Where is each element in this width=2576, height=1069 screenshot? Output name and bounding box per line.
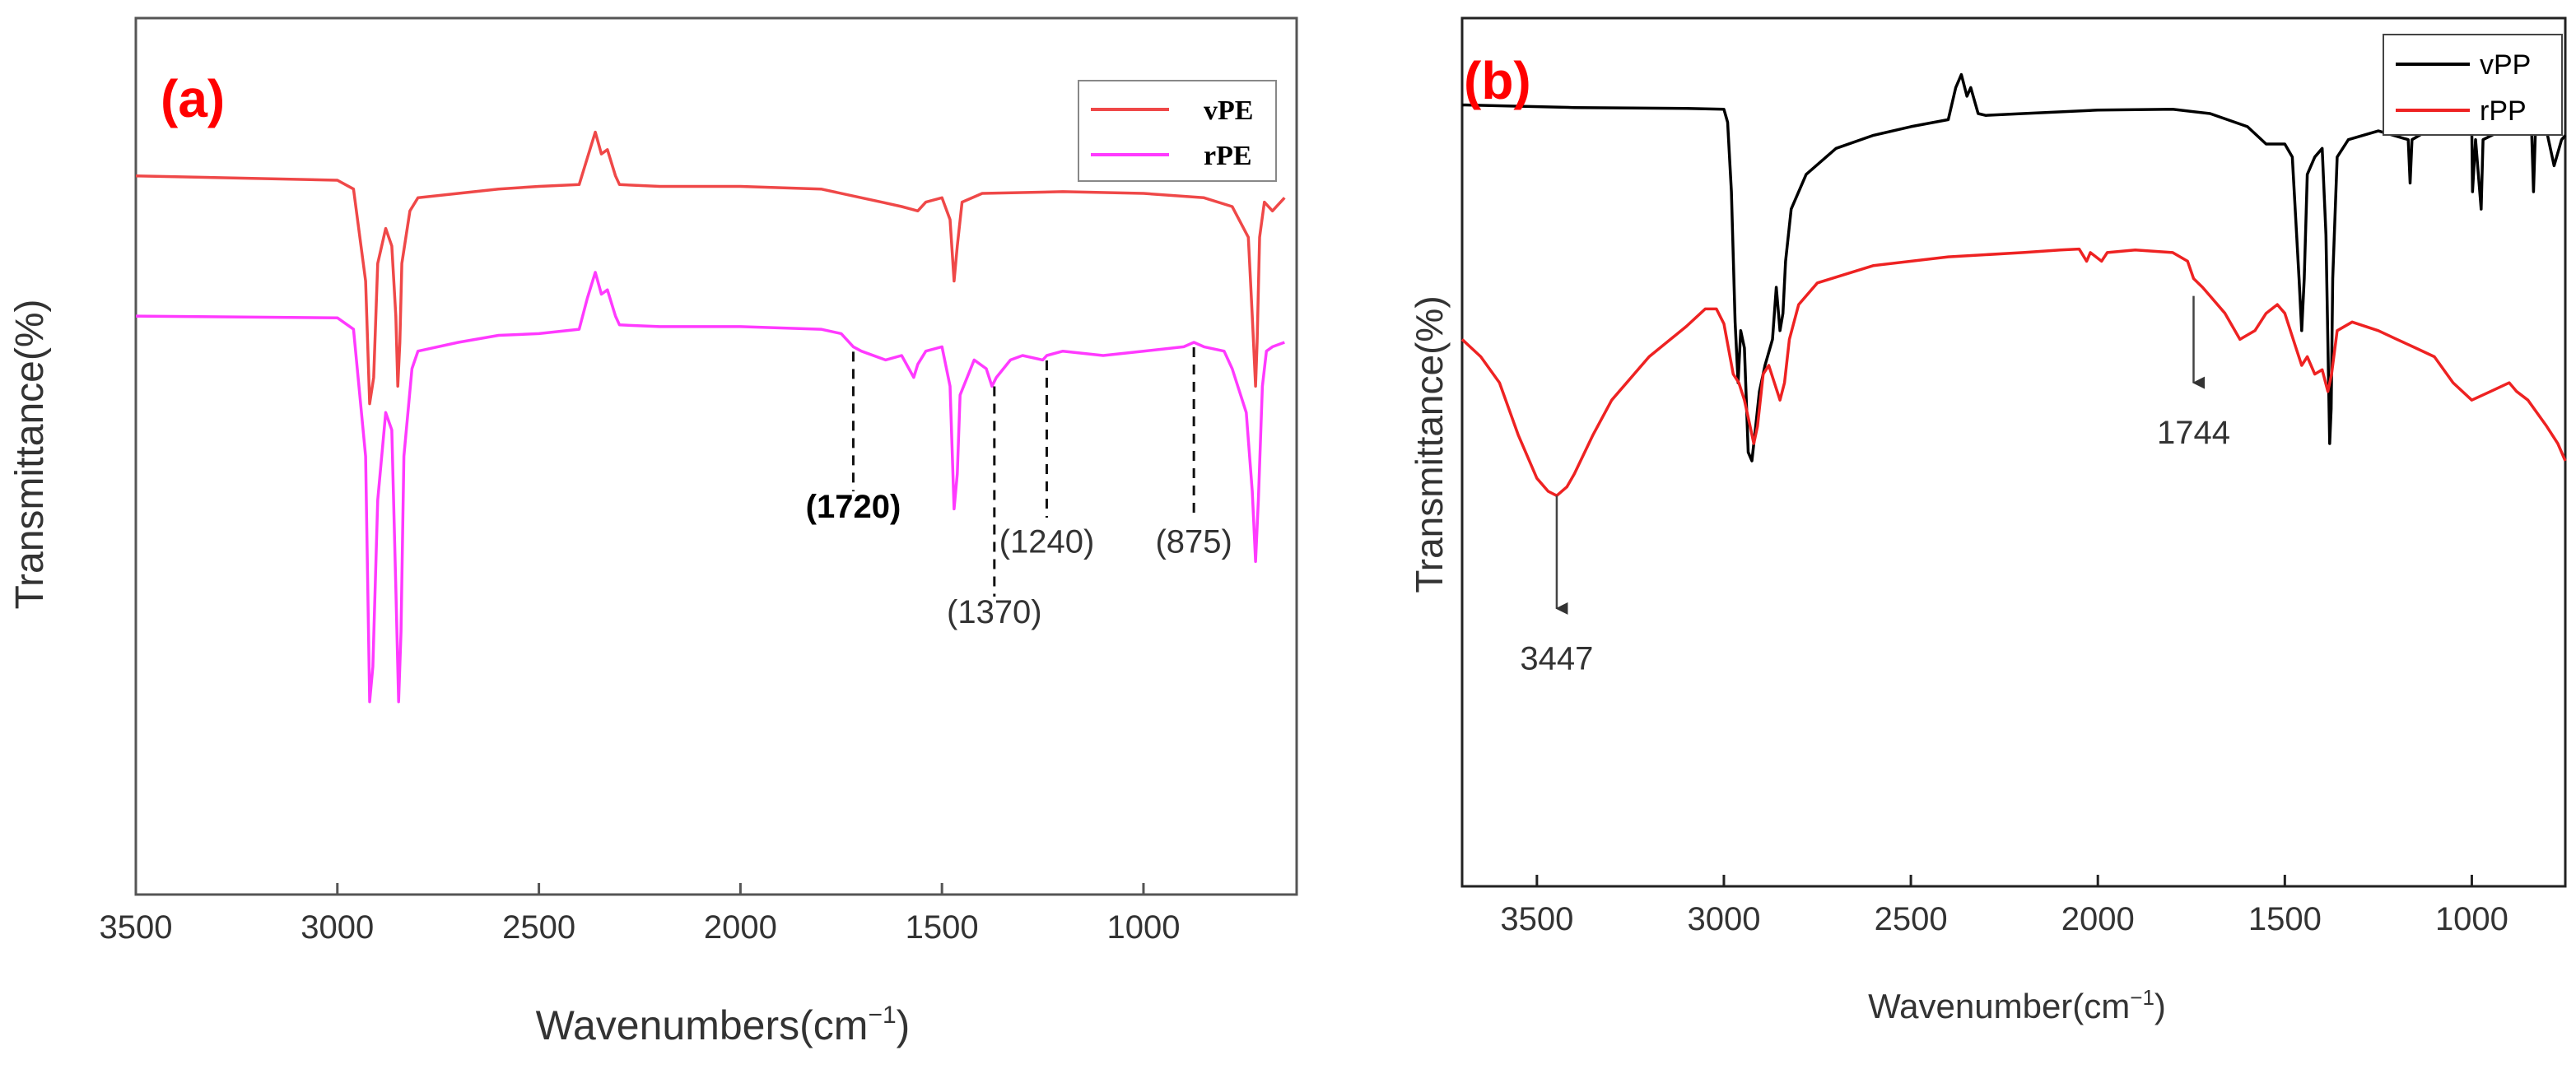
chart-b-x-tick-label: 2500 xyxy=(1875,901,1948,937)
chart-a-plot: 3500 3000 2500 2000 1500 1000 (1720) (1370) (124… xyxy=(100,16,1298,946)
chart-a-legend-label-rpe: rPE xyxy=(1204,141,1252,171)
chart-a-x-tick-label: 1500 xyxy=(906,909,979,946)
chart-b-legend-label-vpp: vPP xyxy=(2480,49,2531,81)
chart-a-xlabel-main: Wavenumbers(cm xyxy=(536,1002,869,1048)
chart-a-x-tick-label: 3500 xyxy=(100,909,173,946)
chart-a-ylabel: Transmittance(%) xyxy=(8,300,52,610)
chart-a-annotation-label: (1370) xyxy=(947,594,1042,630)
chart-b-xlabel: Wavenumber(cm−1) xyxy=(1868,985,2166,1025)
chart-a-annotation-label: (1240) xyxy=(999,524,1095,560)
chart-a-annotation-label: (1720) xyxy=(806,489,901,525)
chart-a-legend-box xyxy=(1078,80,1277,182)
chart-b-xlabel-sup: −1 xyxy=(2130,985,2154,1010)
chart-a-x-tick-label: 1000 xyxy=(1106,909,1180,946)
chart-a-x-tick-label: 2000 xyxy=(704,909,777,946)
chart-b-x-tick-label: 2000 xyxy=(2061,901,2135,937)
chart-b-x-tick-label: 3500 xyxy=(1500,901,1573,937)
panel-b: 3500 3000 2500 2000 1500 1000 3447 1744 (b) Tra… xyxy=(1391,0,2576,1065)
chart-a-series-vPE xyxy=(135,130,1286,406)
chart-b-annotation-label: 3447 xyxy=(1520,640,1593,676)
chart-b-xlabel-main: Wavenumber(cm xyxy=(1868,987,2130,1025)
chart-b-annotation-label: 1744 xyxy=(2157,415,2230,451)
chart-b-xlabel-end: ) xyxy=(2154,987,2166,1025)
chart-a-series-rPE xyxy=(135,271,1285,704)
chart-b-legend: vPP rPP xyxy=(2383,34,2563,136)
chart-a-legend: vPE rPE xyxy=(1078,80,1277,182)
chart-a-xlabel: Wavenumbers(cm−1) xyxy=(536,1002,911,1048)
chart-a-x-tick-label: 3000 xyxy=(300,909,374,946)
chart-a-legend-label-vpe: vPE xyxy=(1204,95,1253,126)
chart-b-ylabel: Transmittance(%) xyxy=(1408,295,1451,593)
chart-a-x-tick-label: 2500 xyxy=(502,909,575,946)
chart-a-svg: 3500 3000 2500 2000 1500 1000 (1720) (1370) (124… xyxy=(8,16,1298,1048)
chart-b-x-tick-label: 1500 xyxy=(2248,901,2322,937)
chart-b-legend-label-rpp: rPP xyxy=(2480,95,2527,127)
chart-a-panel-label: (a) xyxy=(161,69,225,128)
chart-b-plot: 3500 3000 2500 2000 1500 1000 3447 1744 xyxy=(1460,16,2567,937)
chart-b-svg: 3500 3000 2500 2000 1500 1000 3447 1744 (b) Tra… xyxy=(1408,16,2567,1025)
chart-b-series-rPP xyxy=(1460,247,2567,498)
chart-b-x-tick-label: 3000 xyxy=(1687,901,1760,937)
chart-b-legend-box xyxy=(2383,34,2563,136)
chart-a-plot-frame xyxy=(134,16,1298,896)
chart-b-plot-frame xyxy=(1460,16,2567,888)
panel-a: 3500 3000 2500 2000 1500 1000 (1720) (1370) (124… xyxy=(8,16,1298,1048)
chart-a-annotation-label: (875) xyxy=(1155,524,1232,560)
chart-b-panel-label: (b) xyxy=(1464,51,1531,110)
chart-a-xlabel-sup: −1 xyxy=(868,1002,896,1029)
chart-a-xlabel-end: ) xyxy=(897,1002,911,1048)
chart-b-x-tick-label: 1000 xyxy=(2435,901,2508,937)
